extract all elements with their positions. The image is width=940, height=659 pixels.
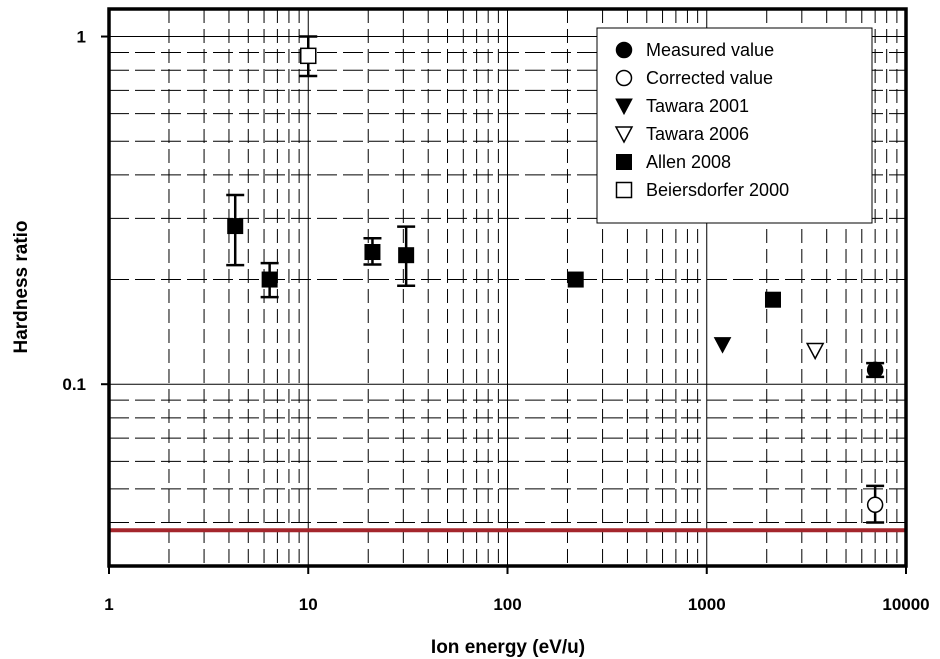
legend-box	[596, 27, 873, 224]
legend: Measured value Corrected value Tawara 2001…	[596, 27, 873, 224]
data-point	[805, 342, 825, 361]
tick-labels: 1 10 100 1000 10000 0.1 1	[62, 28, 929, 614]
data-markers	[227, 47, 884, 514]
legend-label: Measured value	[646, 40, 774, 60]
data-point	[567, 271, 584, 288]
legend-label: Tawara 2006	[646, 124, 749, 144]
x-tick-label: 1	[104, 595, 113, 614]
legend-marker	[615, 41, 633, 59]
legend-marker	[615, 69, 633, 87]
legend-marker	[614, 126, 634, 144]
data-point	[713, 337, 732, 354]
x-tick-label: 1000	[688, 595, 726, 614]
y-tick-label: 0.1	[62, 375, 86, 394]
legend-marker	[616, 154, 632, 170]
legend-label: Corrected value	[646, 68, 773, 88]
data-point	[866, 361, 884, 379]
data-point	[764, 291, 781, 308]
legend-marker	[615, 98, 633, 116]
x-axis-title: Ion energy (eV/u)	[431, 637, 585, 658]
x-tick-label: 100	[493, 595, 521, 614]
data-point	[300, 47, 317, 65]
data-point	[398, 247, 415, 264]
data-point	[364, 244, 381, 261]
x-tick-label: 10	[299, 595, 318, 614]
legend-label: Tawara 2001	[646, 96, 749, 116]
legend-label: Beiersdorfer 2000	[646, 180, 789, 200]
legend-marker	[615, 181, 633, 199]
y-axis-title: Hardness ratio	[11, 220, 32, 353]
data-point	[261, 271, 278, 288]
data-point	[866, 496, 884, 514]
x-tick-label: 10000	[882, 595, 929, 614]
y-tick-label: 1	[77, 28, 86, 47]
legend-label: Allen 2008	[646, 152, 731, 172]
data-point	[227, 218, 244, 235]
